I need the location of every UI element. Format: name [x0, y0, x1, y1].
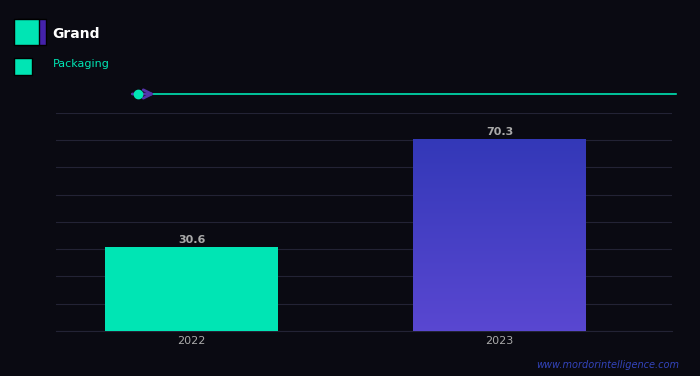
Text: Grand: Grand	[52, 27, 100, 41]
Text: www.mordorintelligence.com: www.mordorintelligence.com	[536, 361, 679, 370]
Bar	[105, 247, 278, 331]
Text: 70.3: 70.3	[486, 127, 513, 137]
Text: Packaging: Packaging	[52, 59, 109, 69]
Text: 30.6: 30.6	[178, 235, 205, 245]
